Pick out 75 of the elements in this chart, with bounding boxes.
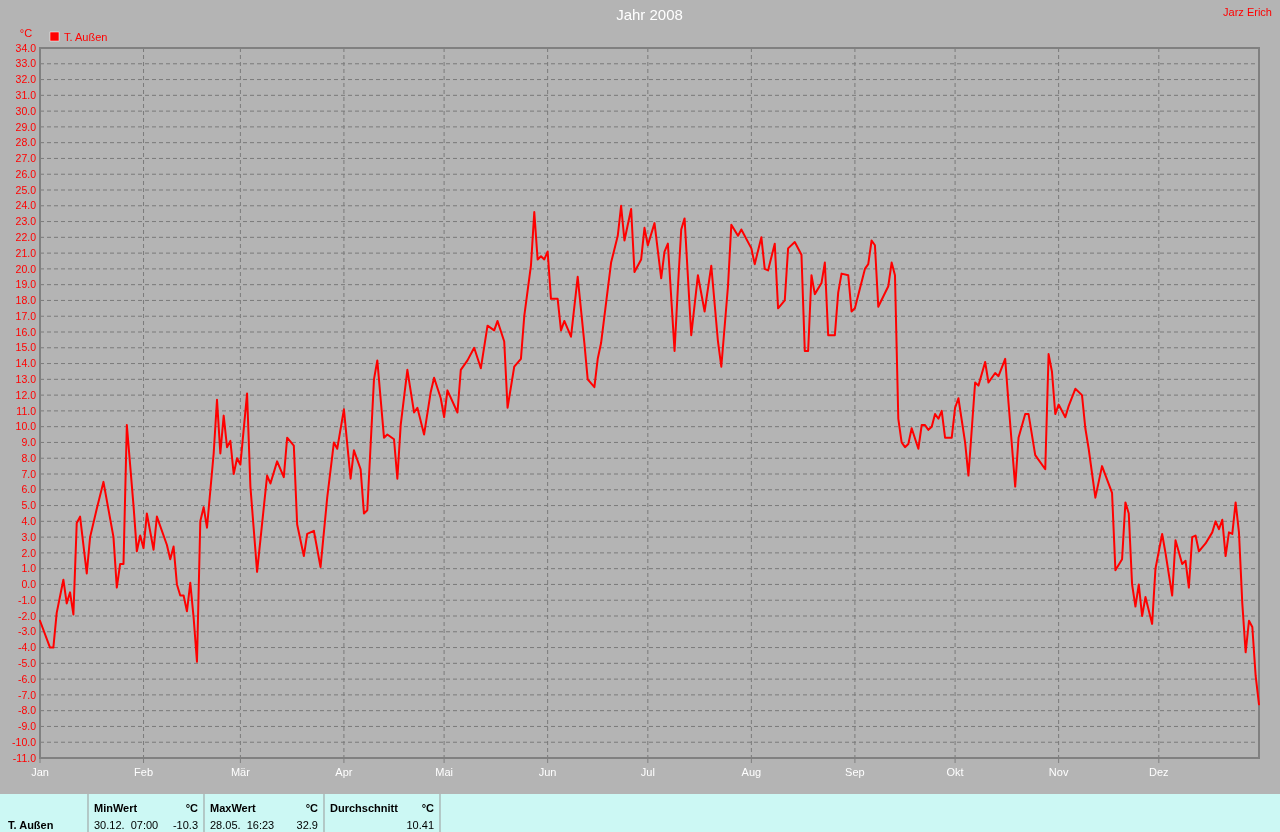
y-tick-label: -9.0 xyxy=(17,720,37,733)
y-tick-label: 12.0 xyxy=(15,388,37,401)
y-tick-label: 3.0 xyxy=(21,530,37,543)
y-tick-label: 2.0 xyxy=(21,546,37,559)
y-tick-label: 25.0 xyxy=(15,183,37,196)
y-tick-label: 4.0 xyxy=(21,515,37,528)
y-tick-label: 23.0 xyxy=(15,215,37,228)
y-tick-label: 9.0 xyxy=(21,436,37,449)
text: MinWert xyxy=(94,802,138,814)
y-tick-label: 6.0 xyxy=(21,483,37,496)
y-tick-label: 29.0 xyxy=(15,120,37,133)
y-tick-label: 0.0 xyxy=(21,578,37,591)
y-axis-title: °C xyxy=(19,27,33,39)
y-tick-label: 32.0 xyxy=(15,73,37,86)
x-tick-label: Jun xyxy=(538,766,557,778)
y-tick-label: 16.0 xyxy=(15,325,37,338)
x-tick-label: Feb xyxy=(134,766,154,778)
x-tick-label: Mär xyxy=(230,766,251,778)
y-tick-label: -6.0 xyxy=(17,672,37,685)
y-tick-label: -1.0 xyxy=(17,593,37,606)
y-tick-label: 34.0 xyxy=(15,41,37,54)
y-tick-label: 33.0 xyxy=(15,57,37,70)
y-tick-label: 7.0 xyxy=(21,467,37,480)
x-tick-label: Mai xyxy=(435,766,453,778)
x-tick-label: Aug xyxy=(741,766,762,778)
text: T. Außen xyxy=(8,819,54,831)
y-tick-label: 1.0 xyxy=(21,562,37,575)
y-tick-label: -7.0 xyxy=(17,688,37,701)
y-tick-label: 21.0 xyxy=(15,246,37,259)
x-tick-label: Sep xyxy=(845,766,865,778)
x-tick-label: Okt xyxy=(946,766,964,778)
line-series xyxy=(39,204,1260,706)
y-tick-label: 5.0 xyxy=(21,499,37,512)
text: °C xyxy=(185,802,199,814)
chart-title: Jahr 2008 xyxy=(616,6,683,23)
y-tick-label: 24.0 xyxy=(15,199,37,212)
x-tick-label: Jan xyxy=(31,766,49,778)
text: MaxWert xyxy=(210,802,256,814)
text: 28.05. 16:23 xyxy=(210,819,275,831)
legend-label: T. Außen xyxy=(64,31,108,43)
y-tick-label: 10.0 xyxy=(15,420,37,433)
y-tick-label: 13.0 xyxy=(15,373,37,386)
y-tick-label: 14.0 xyxy=(15,357,37,370)
y-tick-label: 17.0 xyxy=(15,309,37,322)
y-tick-label: -4.0 xyxy=(17,641,37,654)
y-tick-label: 22.0 xyxy=(15,231,37,244)
y-tick-label: -3.0 xyxy=(17,625,37,638)
x-tick-label: Nov xyxy=(1048,766,1069,778)
text: Durchschnitt xyxy=(330,802,399,814)
y-tick-label: 11.0 xyxy=(16,404,37,417)
y-tick-label: -2.0 xyxy=(17,609,37,622)
x-tick-label: Jul xyxy=(640,766,655,778)
text: -10.3 xyxy=(172,819,198,831)
text: 32.9 xyxy=(296,819,318,831)
y-tick-label: -10.0 xyxy=(12,735,37,748)
y-tick-label: 26.0 xyxy=(15,167,37,180)
text: 10.41 xyxy=(406,819,434,831)
y-tick-label: -8.0 xyxy=(17,704,37,717)
x-tick-label: Dez xyxy=(1149,766,1169,778)
text: °C xyxy=(305,802,319,814)
text: 30.12. 07:00 xyxy=(94,819,159,831)
y-tick-label: 27.0 xyxy=(15,152,37,165)
text: Jarz Erich xyxy=(1223,6,1272,18)
y-tick-label: -5.0 xyxy=(17,657,37,670)
x-tick-label: Apr xyxy=(335,766,353,778)
y-tick-label: 8.0 xyxy=(21,451,37,464)
text: °C xyxy=(421,802,435,814)
y-tick-label: 28.0 xyxy=(15,136,37,149)
y-tick-label: 19.0 xyxy=(15,278,37,291)
y-tick-label: 20.0 xyxy=(15,262,37,275)
y-tick-label: 31.0 xyxy=(15,89,37,102)
y-tick-label: 30.0 xyxy=(15,104,37,117)
y-tick-label: 18.0 xyxy=(15,294,37,307)
y-tick-label: -11.0 xyxy=(12,751,37,764)
y-tick-label: 15.0 xyxy=(15,341,37,354)
